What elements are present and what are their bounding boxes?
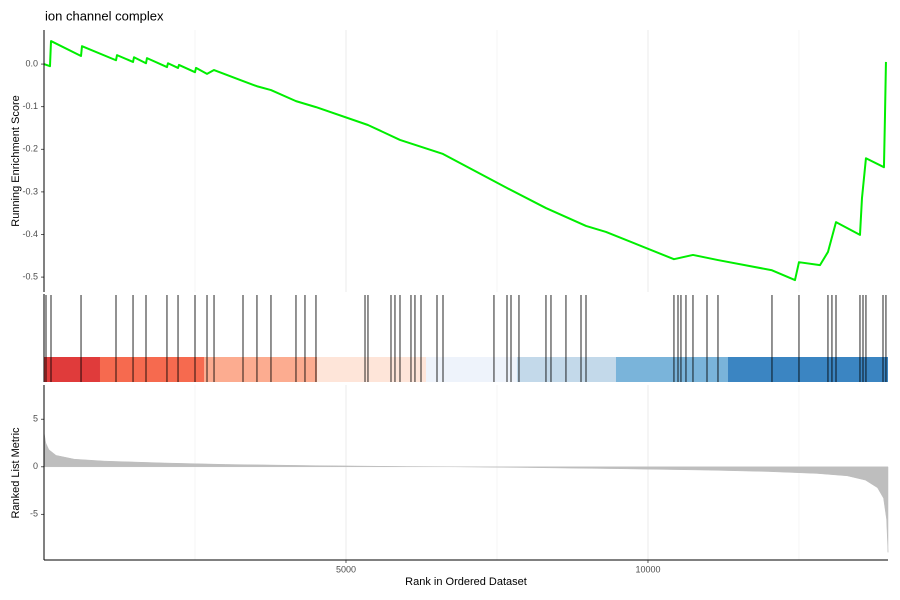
x-tick-label: 5000	[336, 564, 356, 574]
rank-bin	[426, 357, 517, 382]
y-tick-label: 5	[33, 414, 38, 424]
rank-bin	[203, 357, 317, 382]
chart-title: ion channel complex	[45, 8, 164, 23]
y-tick-label: 0.0	[25, 58, 38, 68]
rank-bin	[516, 357, 616, 382]
y-tick-label: -0.1	[22, 101, 38, 111]
y-tick-label: -0.5	[22, 271, 38, 281]
y-tick-label: 0	[33, 461, 38, 471]
y-axis-label: Ranked List Metric	[10, 427, 22, 519]
rank-bin	[728, 357, 888, 382]
es-line	[43, 40, 887, 282]
rank-bin	[44, 357, 100, 382]
y-tick-label: -5	[30, 509, 38, 519]
metric-area	[43, 432, 889, 553]
rank-bin	[615, 357, 729, 382]
y-tick-label: -0.2	[22, 144, 38, 154]
x-tick-label: 10000	[635, 564, 660, 574]
y-axis-label: Running Enrichment Score	[10, 95, 22, 226]
y-tick-label: -0.3	[22, 186, 38, 196]
y-tick-label: -0.4	[22, 229, 38, 239]
rank-bin	[316, 357, 427, 382]
rank-bin	[99, 357, 204, 382]
x-axis-label: Rank in Ordered Dataset	[405, 576, 527, 588]
